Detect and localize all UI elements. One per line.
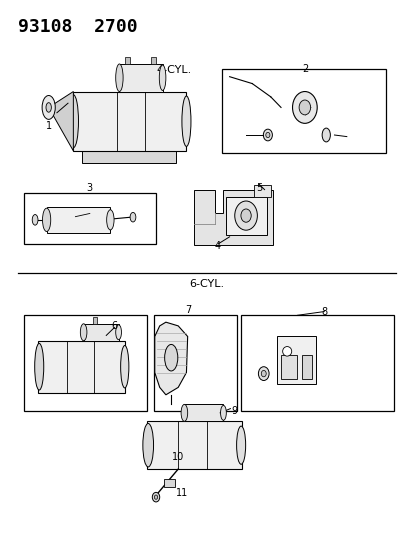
- Ellipse shape: [130, 213, 135, 222]
- Bar: [147, 421, 241, 469]
- Polygon shape: [154, 322, 187, 395]
- Bar: [73, 92, 186, 151]
- Bar: [240, 316, 393, 411]
- Bar: [24, 316, 147, 411]
- Text: 11: 11: [176, 488, 188, 498]
- Ellipse shape: [43, 208, 51, 231]
- Ellipse shape: [32, 215, 38, 225]
- Text: 4-CYL.: 4-CYL.: [156, 65, 191, 75]
- Text: 6: 6: [111, 321, 117, 331]
- Ellipse shape: [240, 209, 251, 222]
- Bar: [280, 355, 297, 379]
- Text: 7: 7: [185, 305, 191, 315]
- Ellipse shape: [282, 346, 291, 356]
- Text: 93108  2700: 93108 2700: [18, 18, 137, 36]
- Text: 4: 4: [214, 241, 220, 252]
- Ellipse shape: [180, 405, 187, 421]
- Ellipse shape: [263, 129, 272, 141]
- Ellipse shape: [321, 128, 330, 142]
- Ellipse shape: [154, 495, 157, 499]
- Text: 8: 8: [320, 306, 326, 317]
- Text: 9: 9: [231, 406, 237, 416]
- Text: 1: 1: [45, 121, 52, 131]
- Bar: [24, 193, 155, 244]
- Bar: [83, 324, 118, 341]
- Bar: [254, 185, 270, 197]
- Text: 6-CYL.: 6-CYL.: [189, 279, 224, 289]
- Ellipse shape: [115, 325, 121, 340]
- Bar: [301, 355, 311, 379]
- Ellipse shape: [107, 210, 114, 230]
- Ellipse shape: [80, 324, 87, 341]
- Ellipse shape: [261, 370, 266, 377]
- Ellipse shape: [258, 367, 268, 381]
- Ellipse shape: [181, 96, 190, 147]
- Bar: [151, 56, 156, 64]
- Ellipse shape: [220, 406, 226, 420]
- Ellipse shape: [164, 344, 177, 371]
- Bar: [38, 341, 124, 393]
- Text: 10: 10: [172, 453, 184, 463]
- Polygon shape: [193, 190, 272, 245]
- Bar: [81, 148, 176, 163]
- Ellipse shape: [234, 201, 257, 230]
- Polygon shape: [49, 92, 73, 151]
- Bar: [225, 197, 266, 235]
- Bar: [184, 405, 223, 421]
- Ellipse shape: [236, 426, 245, 464]
- Bar: [47, 207, 110, 233]
- Bar: [93, 317, 97, 324]
- Bar: [276, 336, 315, 384]
- Ellipse shape: [142, 423, 153, 467]
- Text: 3: 3: [87, 183, 93, 193]
- Ellipse shape: [35, 343, 44, 390]
- Ellipse shape: [292, 92, 316, 123]
- Ellipse shape: [68, 95, 78, 148]
- Text: 2: 2: [302, 64, 308, 74]
- Bar: [153, 316, 236, 411]
- Bar: [119, 64, 162, 92]
- Ellipse shape: [152, 492, 159, 502]
- Bar: [221, 69, 385, 153]
- Ellipse shape: [298, 100, 310, 115]
- Ellipse shape: [115, 64, 123, 92]
- Ellipse shape: [42, 95, 55, 119]
- Text: 5: 5: [256, 183, 262, 193]
- Bar: [164, 479, 175, 487]
- Ellipse shape: [265, 132, 269, 138]
- Ellipse shape: [46, 103, 51, 112]
- Bar: [124, 56, 129, 64]
- Ellipse shape: [159, 65, 166, 91]
- Ellipse shape: [120, 345, 128, 388]
